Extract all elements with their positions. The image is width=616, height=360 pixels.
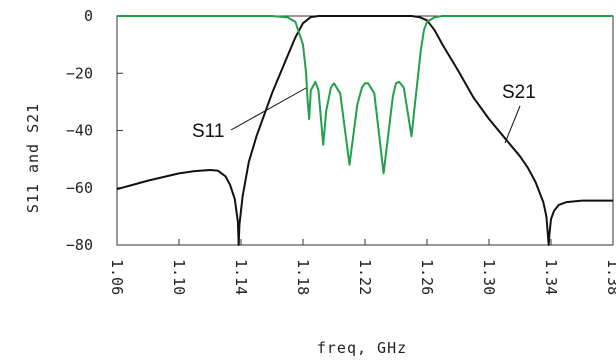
series-layer [116,15,613,246]
x-tick-label: 1.38 [604,259,616,295]
y-tick-label: −60 [66,179,93,197]
series-line-s11 [117,15,613,175]
annotation-leader-s11 [230,87,307,131]
x-tick-label: 1.14 [232,259,250,295]
x-tick-label: 1.22 [356,259,374,295]
annotation-s21: S21 [502,82,536,103]
x-axis-label: freq, GHz [317,339,407,357]
x-tick-label: 1.30 [480,259,498,295]
x-tick-label: 1.10 [170,259,188,295]
y-tick-label: −40 [66,122,93,140]
x-tick-label: 1.26 [418,259,436,295]
x-tick-label: 1.18 [294,259,312,295]
y-tick-label: −80 [66,236,93,254]
y-tick-label: 0 [84,7,93,25]
x-tick-labels: 1.06 1.10 1.14 1.18 1.22 1.26 1.30 1.34 1.38 [108,259,616,295]
annotation-leader-s21 [504,105,521,144]
x-tick-label: 1.06 [108,259,126,295]
annotations: S11 S21 [192,82,536,144]
y-axis-label: S11 and S21 [24,103,42,213]
annotation-s11: S11 [192,121,224,142]
series-line-s21 [116,15,613,246]
x-tick-label: 1.34 [542,259,560,295]
y-tick-labels: 0 −20 −40 −60 −80 [66,7,93,254]
y-tick-label: −20 [66,64,93,82]
